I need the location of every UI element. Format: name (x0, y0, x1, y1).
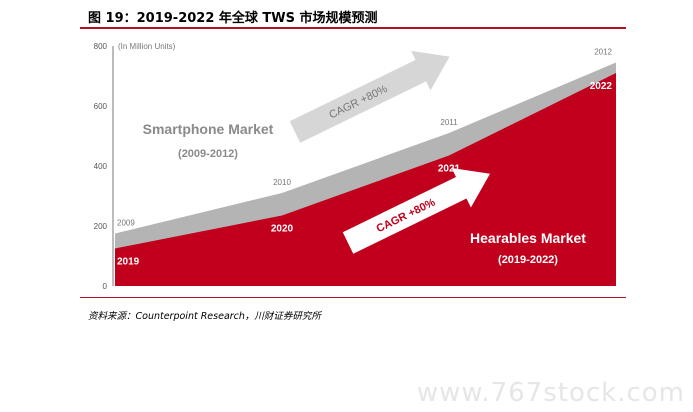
smartphone-cagr-arrow (289, 50, 450, 143)
hearables-period-label: (2019-2022) (498, 254, 558, 266)
y-tick-label: 600 (94, 102, 108, 111)
hearables-year-label: 2020 (271, 224, 294, 235)
hearables-year-label: 2022 (590, 81, 613, 92)
source-note: 资料来源：Counterpoint Research，川财证券研究所 (88, 311, 321, 322)
figure-title: 图 19：2019-2022 年全球 TWS 市场规模预测 (88, 11, 378, 26)
title-rule (80, 27, 626, 29)
smartphone-market-label: Smartphone Market (143, 121, 274, 137)
smartphone-year-label: 2010 (273, 178, 291, 187)
unit-label: (In Million Units) (118, 42, 176, 51)
smartphone-year-label: 2011 (440, 118, 458, 127)
smartphone-year-label: 2012 (594, 48, 612, 57)
y-tick-label: 200 (94, 222, 108, 231)
footer-rule (80, 297, 626, 298)
hearables-cagr-arrow (342, 167, 491, 254)
y-tick-label: 400 (94, 162, 108, 171)
hearables-area (115, 73, 616, 286)
watermark: www.767stock.com (416, 378, 685, 408)
smartphone-period-label: (2009-2012) (178, 148, 238, 160)
hearables-market-label: Hearables Market (470, 230, 586, 246)
smartphone-year-label: 2009 (117, 219, 135, 228)
y-tick-label: 0 (103, 282, 108, 291)
y-tick-label: 800 (94, 42, 108, 51)
hearables-year-label: 2019 (117, 257, 140, 268)
hearables-year-label: 2021 (438, 164, 461, 175)
